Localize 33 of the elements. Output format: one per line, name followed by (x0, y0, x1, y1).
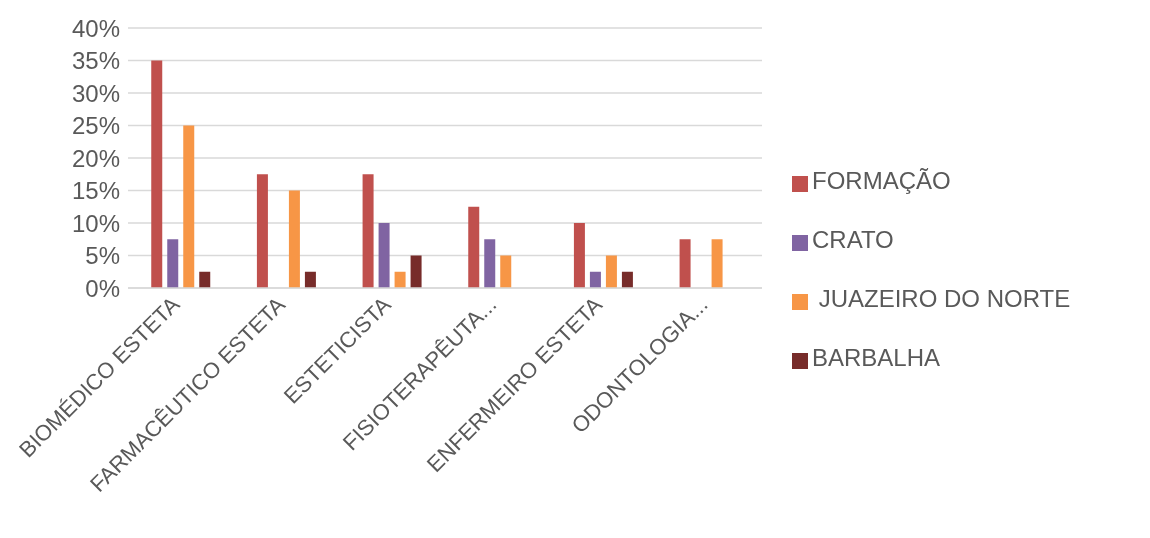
bar (484, 239, 496, 288)
bar (362, 174, 374, 288)
y-tick-label: 10% (71, 209, 120, 237)
bar (304, 271, 316, 288)
y-tick-label: 35% (71, 47, 120, 75)
y-tick-label: 40% (71, 14, 120, 42)
bar (183, 125, 195, 288)
legend-label: CRATO (812, 225, 894, 253)
bar (410, 255, 422, 288)
bar (151, 60, 163, 288)
bar (199, 271, 211, 288)
bar (573, 223, 585, 288)
bar (394, 271, 406, 288)
bar (605, 255, 617, 288)
y-tick-label: 30% (71, 79, 120, 107)
y-tick-label: 25% (71, 112, 120, 140)
legend-label: FORMAÇÃO (812, 166, 951, 194)
y-tick-label: 5% (85, 242, 120, 270)
bar (468, 206, 480, 288)
bar (711, 239, 723, 288)
bar (288, 190, 300, 288)
bar (378, 223, 390, 288)
bar (621, 271, 633, 288)
legend-label: BARBALHA (812, 343, 941, 371)
y-tick-label: 0% (85, 274, 120, 302)
bar (679, 239, 691, 288)
y-tick-label: 20% (71, 144, 120, 172)
bar (589, 271, 601, 288)
bar (167, 239, 179, 288)
y-tick-label: 15% (71, 177, 120, 205)
bar (500, 255, 512, 288)
legend-label: JUAZEIRO DO NORTE (817, 284, 1071, 312)
bar (256, 174, 268, 288)
